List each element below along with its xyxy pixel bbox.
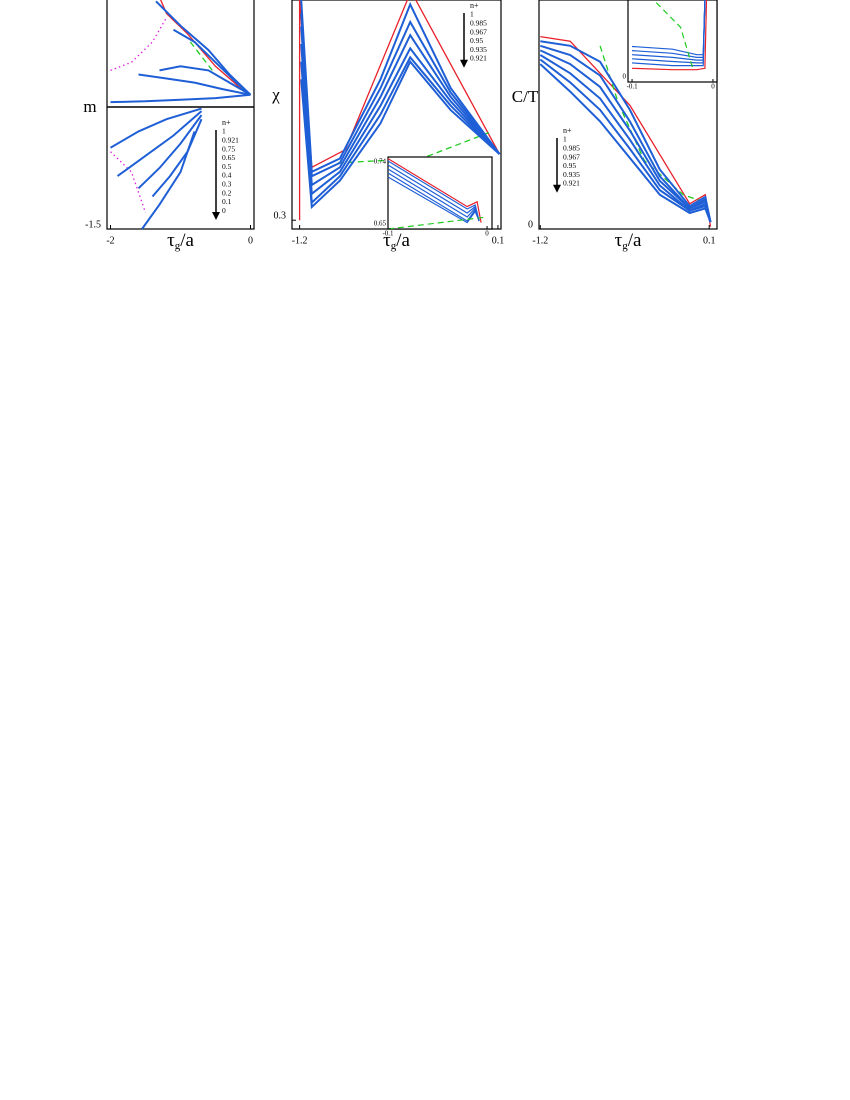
legend-entry: 0.1 (222, 197, 232, 206)
legend-entry: 0.921 (563, 179, 580, 188)
y-axis-label: χ (271, 85, 280, 104)
x-tick-label: 0.1 (703, 235, 716, 246)
x-axis-label-part: /a (628, 230, 642, 251)
legend-entry: 0.967 (470, 27, 487, 36)
series-line (540, 44, 712, 223)
series-line (539, 54, 712, 223)
x-axis-label: τg/a (615, 230, 642, 251)
x-axis-label-part: g (622, 240, 628, 252)
y-tick-label: 0 (528, 219, 533, 230)
legend-entry: 0.5 (222, 162, 232, 171)
legend-entry: 0 (222, 206, 226, 215)
inset-x-tick-label: -0.1 (382, 230, 394, 238)
series-line (116, 110, 203, 177)
x-tick-label: 0.1 (492, 235, 505, 246)
legend-entry: 0.935 (563, 170, 580, 179)
legend-entry: 0.967 (563, 152, 580, 161)
series-line (539, 58, 712, 223)
x-tick-label: -1.2 (532, 235, 548, 246)
series-line (151, 118, 203, 198)
inset-x-tick-label: 0 (485, 230, 489, 238)
y-tick-label: -1.5 (85, 219, 101, 230)
series-line (172, 28, 252, 96)
legend-arrow-head (460, 59, 468, 68)
legend-entry: 0.985 (470, 19, 487, 28)
legend-title: n+ (222, 118, 231, 127)
legend-entry: 0.65 (222, 153, 235, 162)
legend-entry: 0.75 (222, 144, 235, 153)
series-line (539, 49, 712, 223)
inset-curve (387, 216, 488, 230)
inset-curve (655, 2, 694, 69)
inset-y-tick-label: 0 (623, 73, 627, 81)
x-axis-label-part: τ (615, 230, 623, 251)
legend-entry: 0.985 (563, 144, 580, 153)
series-line (109, 107, 202, 149)
legend-entry: 0.921 (470, 54, 487, 63)
series-line (137, 114, 203, 190)
y-axis-label: C/T (512, 87, 539, 106)
x-axis-label-part: /a (180, 230, 194, 251)
x-tick-label: -2 (106, 235, 114, 246)
series-line (155, 0, 252, 96)
curve (110, 151, 147, 213)
legend-title: n+ (470, 1, 479, 10)
x-tick-label: -1.2 (292, 235, 308, 246)
y-axis-label: m (83, 97, 96, 116)
legend-title: n+ (563, 126, 572, 135)
y-tick-label: 0.3 (274, 210, 287, 221)
series-line (141, 131, 196, 230)
inset-curve (631, 0, 708, 71)
inset-curve (387, 158, 482, 223)
legend-entry: 0.4 (222, 171, 232, 180)
series-line (110, 93, 251, 104)
inset-curve (387, 176, 480, 224)
legend-entry: 0.95 (470, 36, 483, 45)
inset-curve (631, 0, 706, 67)
x-axis-label-part: g (391, 240, 397, 252)
inset-y-tick-label: 0.74 (374, 158, 387, 166)
legend-entry: 0.2 (222, 188, 232, 197)
series-line (539, 63, 712, 223)
series-line (540, 40, 712, 223)
legend-entry: 1 (222, 127, 226, 136)
x-axis-label-part: τ (383, 230, 391, 251)
inset-x-tick-label: -0.1 (626, 83, 638, 91)
legend-entry: 0.3 (222, 180, 232, 189)
x-axis-label-part: τ (167, 230, 175, 251)
legend-entry: 1 (470, 10, 474, 19)
x-axis-label: τg/a (167, 230, 194, 251)
legend-entry: 0.95 (563, 161, 576, 170)
x-tick-label: 0 (248, 235, 253, 246)
series-line (138, 73, 251, 96)
series-line (159, 65, 252, 96)
legend-entry: 0.935 (470, 45, 487, 54)
legend-entry: 1 (563, 135, 567, 144)
series-line (300, 59, 501, 210)
curve (110, 17, 168, 72)
legend-arrow-head (553, 184, 561, 193)
x-axis-label-part: /a (396, 230, 410, 251)
inset-x-tick-label: 0 (711, 83, 715, 91)
x-axis-label: τg/a (383, 230, 410, 251)
curve (298, 0, 501, 221)
inset-y-tick-label: 0.65 (374, 220, 387, 228)
x-axis-label-part: g (175, 240, 181, 252)
legend-arrow-head (212, 212, 220, 220)
legend-entry: 0.921 (222, 136, 239, 145)
plot-frame (538, 0, 718, 230)
